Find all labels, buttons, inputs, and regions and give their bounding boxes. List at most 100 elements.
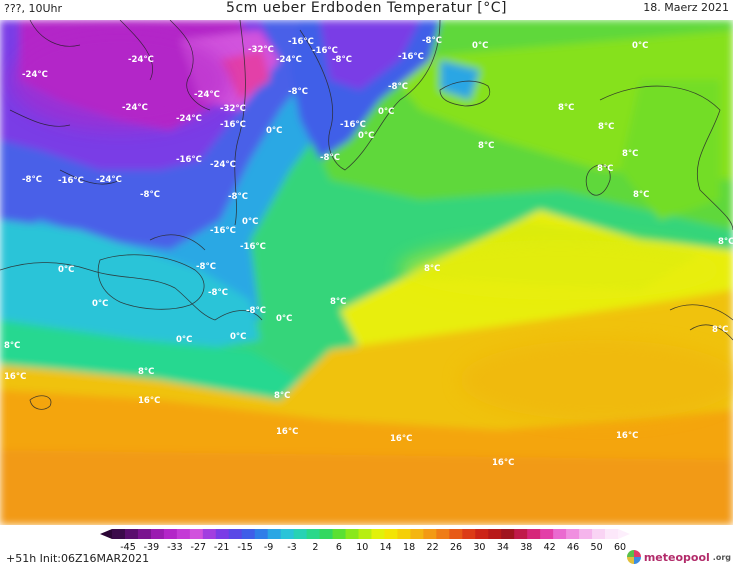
temperature-label: 8°C: [424, 264, 440, 274]
temperature-label: 8°C: [633, 190, 649, 200]
colorbar-cell: [137, 529, 152, 539]
colorbar-tick-label: 26: [450, 542, 462, 551]
temperature-label: 8°C: [138, 367, 154, 377]
temperature-label: 0°C: [472, 41, 488, 51]
temperature-label: 0°C: [266, 126, 282, 136]
colorbar-cell: [215, 529, 230, 539]
colorbar-cell: [540, 529, 554, 539]
colorbar-tick-label: -9: [264, 542, 273, 551]
colorbar-cell: [527, 529, 541, 539]
colorbar-cell: [449, 529, 463, 539]
temperature-label: 0°C: [632, 41, 648, 51]
temperature-label: -16°C: [288, 37, 314, 47]
temperature-label: -16°C: [240, 242, 266, 252]
colorbar-cell: [553, 529, 567, 539]
temperature-label: -24°C: [210, 160, 236, 170]
temperature-label: 0°C: [242, 217, 258, 227]
temperature-label: -8°C: [22, 175, 42, 185]
temperature-label: -24°C: [176, 114, 202, 124]
colorbar-tick-label: 60: [614, 542, 626, 551]
temperature-label: 8°C: [558, 103, 574, 113]
temperature-label: 8°C: [597, 164, 613, 174]
temperature-label: -24°C: [128, 55, 154, 65]
forecast-day-label: ???, 10Uhr: [4, 2, 63, 15]
temperature-label: 16°C: [276, 427, 298, 437]
colorbar-tick-label: -39: [144, 542, 160, 551]
colorbar-cell: [176, 529, 191, 539]
temperature-label: 0°C: [176, 335, 192, 345]
colorbar-tick-label: -33: [167, 542, 183, 551]
temperature-label: 0°C: [92, 299, 108, 309]
colorbar-left-arrow: [100, 529, 112, 539]
colorbar-cell: [475, 529, 489, 539]
temperature-label: 8°C: [4, 341, 20, 351]
colorbar-cell: [306, 529, 321, 539]
forecast-date: 18. Maerz 2021: [643, 1, 729, 14]
colorbar-cell: [423, 529, 437, 539]
colorbar-cell: [592, 529, 606, 539]
colorbar-cell: [202, 529, 217, 539]
temperature-label: -8°C: [246, 306, 266, 316]
colorbar-tick-label: 42: [544, 542, 556, 551]
temperature-label: 0°C: [276, 314, 292, 324]
temperature-label: -32°C: [248, 45, 274, 55]
temperature-label: -24°C: [22, 70, 48, 80]
temperature-label: -8°C: [320, 153, 340, 163]
colorbar-tick-label: -45: [120, 542, 136, 551]
temperature-label: 8°C: [712, 325, 728, 335]
temperature-labels: -24°C -24°C -32°C -16°C -16°C -8°C 0°C 0°C -24°C…: [4, 36, 733, 468]
temperature-label: -16°C: [340, 120, 366, 130]
colorbar-tick-label: -27: [191, 542, 207, 551]
colorbar-tick-label: 14: [380, 542, 392, 551]
colorbar-cell: [514, 529, 528, 539]
temperature-label: 8°C: [598, 122, 614, 132]
temperature-label: 8°C: [478, 141, 494, 151]
temperature-label: 8°C: [330, 297, 346, 307]
temperature-label: -16°C: [210, 226, 236, 236]
colorbar-cell: [436, 529, 450, 539]
temperature-label: -8°C: [288, 87, 308, 97]
temperature-label: 16°C: [138, 396, 160, 406]
colorbar-cell: [254, 529, 269, 539]
colorbar-cell: [267, 529, 282, 539]
temperature-label: 16°C: [4, 372, 26, 382]
colorbar-tick-label: 34: [497, 542, 509, 551]
temperature-blend: [10, 30, 733, 420]
colorbar-cell: [358, 529, 373, 539]
temperature-label: -24°C: [96, 175, 122, 185]
color-scale: -45 -39 -33 -27 -21 -15 -9 -3 2 6 10 14 18 22 26 30 34 38…: [100, 529, 630, 551]
colorbar-cell: [150, 529, 165, 539]
colorbar-cell: [228, 529, 243, 539]
colorbar-tick-label: 18: [403, 542, 415, 551]
temperature-label: 0°C: [358, 131, 374, 141]
colorbar-cell: [293, 529, 308, 539]
colorbar-right-arrow: [618, 529, 630, 539]
brand[interactable]: meteopool .org: [626, 549, 731, 565]
temperature-label: -16°C: [220, 120, 246, 130]
temperature-map: -24°C -24°C -32°C -16°C -16°C -8°C 0°C 0°C -24°C…: [0, 20, 733, 525]
colorbar-cell: [112, 529, 126, 539]
temperature-label: -8°C: [422, 36, 442, 46]
colorbar-cell: [462, 529, 476, 539]
colorbar-cell: [332, 529, 347, 539]
temperature-label: -8°C: [140, 190, 160, 200]
temperature-label: 16°C: [390, 434, 412, 444]
temperature-label: 8°C: [622, 149, 638, 159]
temperature-label: -8°C: [208, 288, 228, 298]
temperature-label: -24°C: [194, 90, 220, 100]
colorbar-cell: [488, 529, 502, 539]
temperature-label: -24°C: [122, 103, 148, 113]
header-bar: ???, 10Uhr 5cm ueber Erdboden Temperatur…: [0, 0, 733, 20]
colorbar-tick-label: 38: [520, 542, 532, 551]
colorbar-cell: [124, 529, 139, 539]
temperature-label: -8°C: [196, 262, 216, 272]
colorbar-ticks: -45 -39 -33 -27 -21 -15 -9 -3 2 6 10 14 18 22 26 30 34 38…: [120, 542, 626, 551]
colorbar-tick-label: 2: [312, 542, 318, 551]
colorbar-cell: [345, 529, 360, 539]
colorbar-cells: [112, 529, 619, 539]
temperature-label: -8°C: [228, 192, 248, 202]
arctic-islands: [9, 20, 211, 185]
temperature-label: -16°C: [398, 52, 424, 62]
temperature-label: 8°C: [718, 237, 733, 247]
colorbar-tick-label: 6: [336, 542, 342, 551]
